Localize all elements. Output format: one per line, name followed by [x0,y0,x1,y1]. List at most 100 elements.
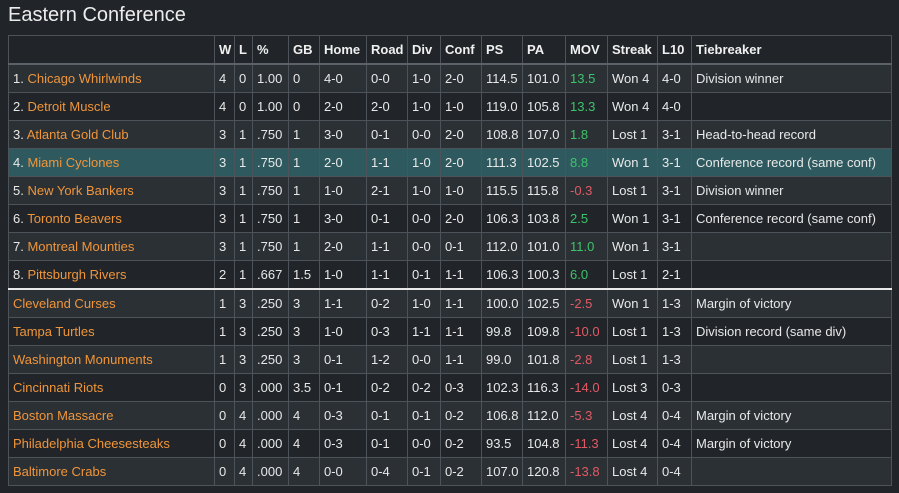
pct-cell: .000 [252,429,289,458]
w-cell: 1 [214,345,235,374]
col-header-home[interactable]: Home [319,35,367,65]
w-cell: 0 [214,429,235,458]
l-cell: 1 [234,148,253,177]
team-link[interactable]: Boston Massacre [13,408,114,423]
mov-cell: -5.3 [565,401,608,430]
team-link[interactable]: Cleveland Curses [13,296,116,311]
seed-label: 5. [13,183,28,198]
table-row: Tampa Turtles 1 3.250 3 1-0 0-3 1-1 1-1 99.8 109.… [8,317,892,346]
div-cell: 1-1 [407,317,441,346]
ps-cell: 119.0 [481,92,523,121]
pa-cell: 103.8 [522,204,566,233]
conf-cell: 2-0 [440,148,482,177]
team-link[interactable]: New York Bankers [27,183,134,198]
l10-cell: 4-0 [657,92,692,121]
team-link[interactable]: Tampa Turtles [13,324,95,339]
tiebreaker-cell [691,232,892,261]
pa-cell: 116.3 [522,373,566,402]
team-cell: 1. Chicago Whirlwinds [8,63,215,93]
div-cell: 1-0 [407,92,441,121]
seed-label: 8. [13,267,28,282]
col-header-mov[interactable]: MOV [565,35,608,65]
l10-cell: 4-0 [657,63,692,93]
pct-cell: .750 [252,148,289,177]
ps-cell: 112.0 [481,232,523,261]
conf-cell: 1-0 [440,92,482,121]
col-header-w[interactable]: W [214,35,235,65]
mov-cell: 6.0 [565,260,608,290]
streak-cell: Won 1 [607,148,658,177]
road-cell: 1-1 [366,148,408,177]
div-cell: 0-0 [407,232,441,261]
gb-cell: 1 [288,204,320,233]
l-cell: 3 [234,373,253,402]
road-cell: 0-2 [366,288,408,318]
gb-cell: 3.5 [288,373,320,402]
l-cell: 4 [234,457,253,486]
l10-cell: 1-3 [657,288,692,318]
col-header-div[interactable]: Div [407,35,441,65]
div-cell: 0-2 [407,373,441,402]
ps-cell: 114.5 [481,63,523,93]
home-cell: 4-0 [319,63,367,93]
team-link[interactable]: Washington Monuments [13,352,153,367]
mov-cell: 8.8 [565,148,608,177]
l10-cell: 2-1 [657,260,692,290]
gb-cell: 0 [288,92,320,121]
team-link[interactable]: Atlanta Gold Club [26,127,129,142]
l-cell: 3 [234,317,253,346]
col-header-pct[interactable]: % [252,35,289,65]
div-cell: 0-0 [407,345,441,374]
col-header-l[interactable]: L [234,35,253,65]
l-cell: 1 [234,260,253,290]
home-cell: 2-0 [319,148,367,177]
col-header-streak[interactable]: Streak [607,35,658,65]
div-cell: 1-0 [407,176,441,205]
tiebreaker-cell [691,373,892,402]
standings-body: 1. Chicago Whirlwinds 4 0 1.00 0 4-0 0-0 1-0 2-0… [8,63,892,486]
team-link[interactable]: Philadelphia Cheesesteaks [13,436,170,451]
conf-cell: 1-1 [440,260,482,290]
w-cell: 0 [214,457,235,486]
team-cell: Cleveland Curses [8,288,215,318]
col-header-l10[interactable]: L10 [657,35,692,65]
conf-cell: 0-2 [440,457,482,486]
col-header-ps[interactable]: PS [481,35,523,65]
team-link[interactable]: Baltimore Crabs [13,464,107,479]
gb-cell: 4 [288,457,320,486]
home-cell: 1-0 [319,260,367,290]
col-header-conf[interactable]: Conf [440,35,482,65]
ps-cell: 106.8 [481,401,523,430]
pct-cell: .000 [252,457,289,486]
team-cell: Cincinnati Riots [8,373,215,402]
ps-cell: 99.8 [481,317,523,346]
team-link[interactable]: Pittsburgh Rivers [27,267,127,282]
pa-cell: 102.5 [522,148,566,177]
team-link[interactable]: Toronto Beavers [27,211,122,226]
road-cell: 1-1 [366,232,408,261]
road-cell: 0-4 [366,457,408,486]
col-header-road[interactable]: Road [366,35,408,65]
streak-cell: Won 4 [607,92,658,121]
team-link[interactable]: Chicago Whirlwinds [27,71,142,86]
team-link[interactable]: Detroit Muscle [27,99,111,114]
ps-cell: 107.0 [481,457,523,486]
streak-cell: Lost 4 [607,457,658,486]
team-link[interactable]: Montreal Mounties [27,239,135,254]
pct-cell: .250 [252,345,289,374]
ps-cell: 93.5 [481,429,523,458]
w-cell: 3 [214,120,235,149]
table-row: 3. Atlanta Gold Club 3 1.750 1 3-0 0-1 0-0 2-0 1… [8,120,892,149]
team-link[interactable]: Cincinnati Riots [13,380,104,395]
col-header-gb[interactable]: GB [288,35,320,65]
col-header-team[interactable] [8,35,215,65]
col-header-pa[interactable]: PA [522,35,566,65]
l10-cell: 0-3 [657,373,692,402]
pct-cell: .250 [252,288,289,318]
l-cell: 0 [234,63,253,93]
team-link[interactable]: Miami Cyclones [27,155,120,170]
col-header-tiebreaker[interactable]: Tiebreaker [691,35,892,65]
mov-cell: -11.3 [565,429,608,458]
tiebreaker-cell: Division winner [691,176,892,205]
mov-cell: 11.0 [565,232,608,261]
